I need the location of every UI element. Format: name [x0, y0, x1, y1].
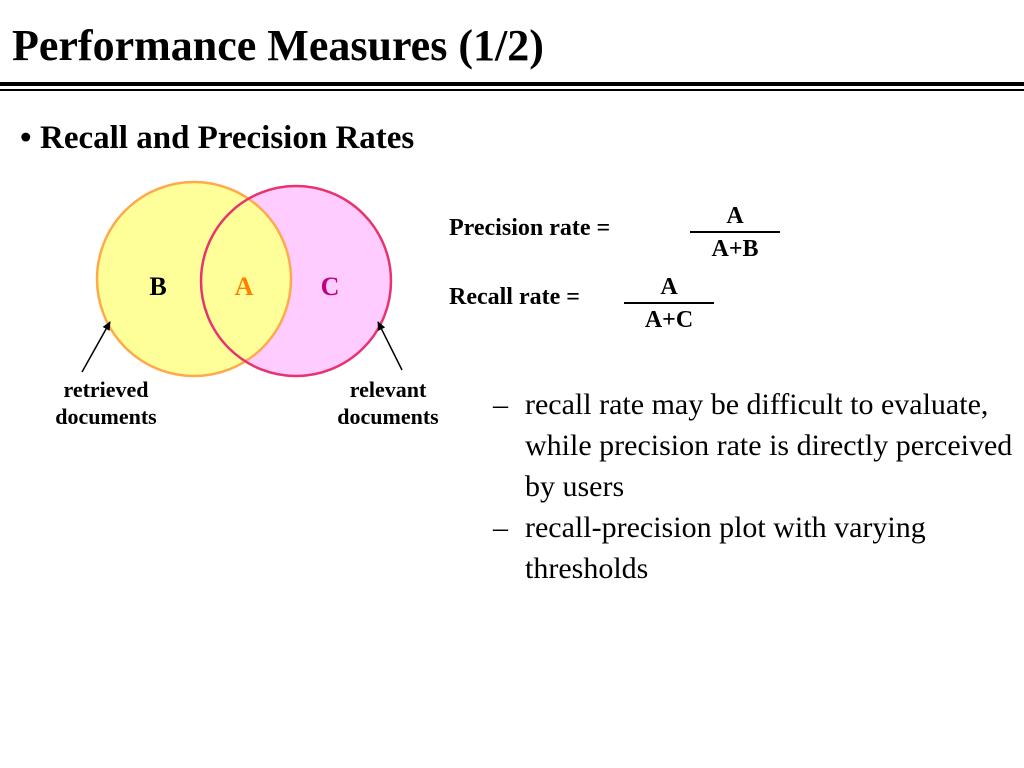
relevant-documents-callout: relevant documents — [337, 376, 438, 430]
recall-rate-label: Recall rate = — [449, 284, 580, 310]
list-item: – recall rate may be difficult to evalua… — [493, 384, 1013, 507]
slide-title: Performance Measures (1/2) — [12, 21, 544, 70]
relevant-callout-line-1: relevant — [349, 377, 427, 402]
retrieved-documents-callout: retrieved documents — [55, 376, 156, 430]
note-text: recall rate may be difficult to evaluate… — [525, 388, 1013, 503]
title-rule-thick — [0, 82, 1024, 86]
bullet-marker: • — [20, 120, 32, 156]
precision-denominator: A+B — [711, 235, 759, 262]
relevant-arrow — [377, 321, 403, 371]
main-bullet: • Recall and Precision Rates — [20, 120, 414, 157]
main-bullet-text: Recall and Precision Rates — [40, 120, 415, 156]
retrieved-circle-outline — [95, 180, 293, 378]
region-label-c: C — [320, 272, 340, 301]
recall-numerator: A — [660, 274, 678, 300]
retrieved-arrow — [81, 321, 111, 373]
retrieved-callout-line-2: documents — [55, 404, 157, 429]
overlap-region — [201, 186, 291, 376]
precision-rate-label: Precision rate = — [449, 215, 611, 241]
precision-fraction: A A+B — [690, 202, 780, 263]
precision-fraction-bar — [690, 231, 780, 233]
dash-marker: – — [493, 388, 508, 421]
recall-denominator: A+C — [644, 306, 694, 333]
dash-marker: – — [493, 511, 508, 544]
recall-fraction-bar — [624, 302, 714, 304]
relevant-circle-outline — [199, 184, 393, 378]
relevant-callout-line-2: documents — [337, 404, 439, 429]
list-item: – recall-precision plot with varying thr… — [493, 507, 1013, 589]
precision-numerator: A — [726, 203, 744, 229]
note-text: recall-precision plot with varying thres… — [525, 511, 926, 585]
retrieved-callout-line-1: retrieved — [63, 377, 149, 402]
region-label-b: B — [149, 272, 167, 301]
title-rule-thin — [0, 89, 1024, 91]
region-label-a: A — [234, 272, 254, 301]
notes-list: – recall rate may be difficult to evalua… — [493, 384, 1013, 589]
recall-fraction: A A+C — [624, 273, 714, 334]
